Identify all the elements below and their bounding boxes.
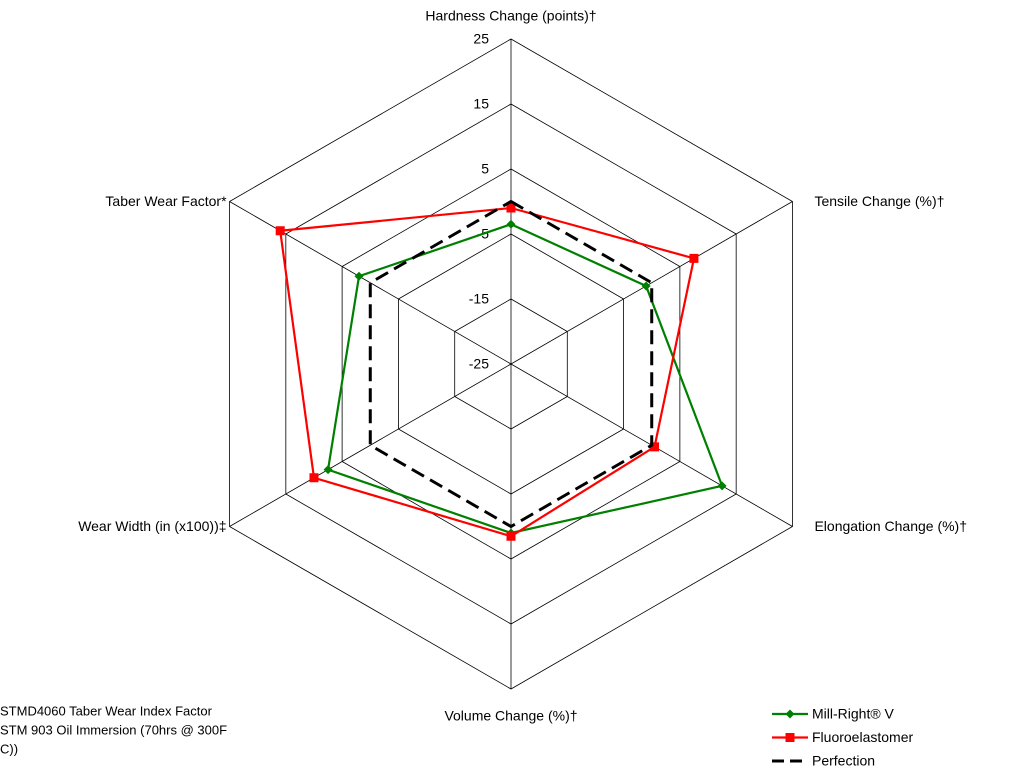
- r-tick-label: 15: [473, 96, 489, 112]
- r-tick-label: 25: [473, 31, 489, 47]
- marker: [506, 203, 516, 213]
- spoke: [510, 201, 793, 365]
- legend-marker: [785, 733, 795, 742]
- marker: [650, 442, 660, 452]
- axis-label: Volume Change (%)†: [444, 708, 577, 724]
- marker: [506, 531, 516, 541]
- marker: [354, 271, 364, 281]
- spoke: [229, 363, 512, 527]
- marker: [323, 465, 333, 475]
- axis-label: Wear Width (in (x100))‡: [78, 518, 226, 534]
- legend-marker: [785, 709, 795, 719]
- marker: [309, 473, 319, 483]
- r-tick-label: -25: [469, 356, 489, 372]
- r-tick-label: 5: [481, 161, 489, 177]
- axis-label: Elongation Change (%)†: [814, 518, 967, 534]
- axis-label: Hardness Change (points)†: [425, 8, 596, 24]
- marker: [641, 281, 651, 291]
- marker: [717, 481, 727, 491]
- axis-label: Taber Wear Factor*: [105, 193, 227, 209]
- marker: [275, 226, 285, 236]
- legend-label: Perfection: [812, 753, 875, 769]
- series-line: [326, 223, 724, 535]
- legend-label: Mill-Right® V: [812, 706, 895, 722]
- footnote: C)): [0, 741, 18, 756]
- legend-label: Fluoroelastomer: [812, 729, 913, 745]
- footnote: STM 903 Oil Immersion (70hrs @ 300F: [0, 722, 227, 737]
- marker: [506, 219, 516, 229]
- r-tick-label: -15: [469, 291, 489, 307]
- axis-label: Tensile Change (%)†: [814, 193, 944, 209]
- footnote: STMD4060 Taber Wear Index Factor: [0, 703, 213, 718]
- series-line: [368, 199, 654, 529]
- marker: [689, 253, 699, 263]
